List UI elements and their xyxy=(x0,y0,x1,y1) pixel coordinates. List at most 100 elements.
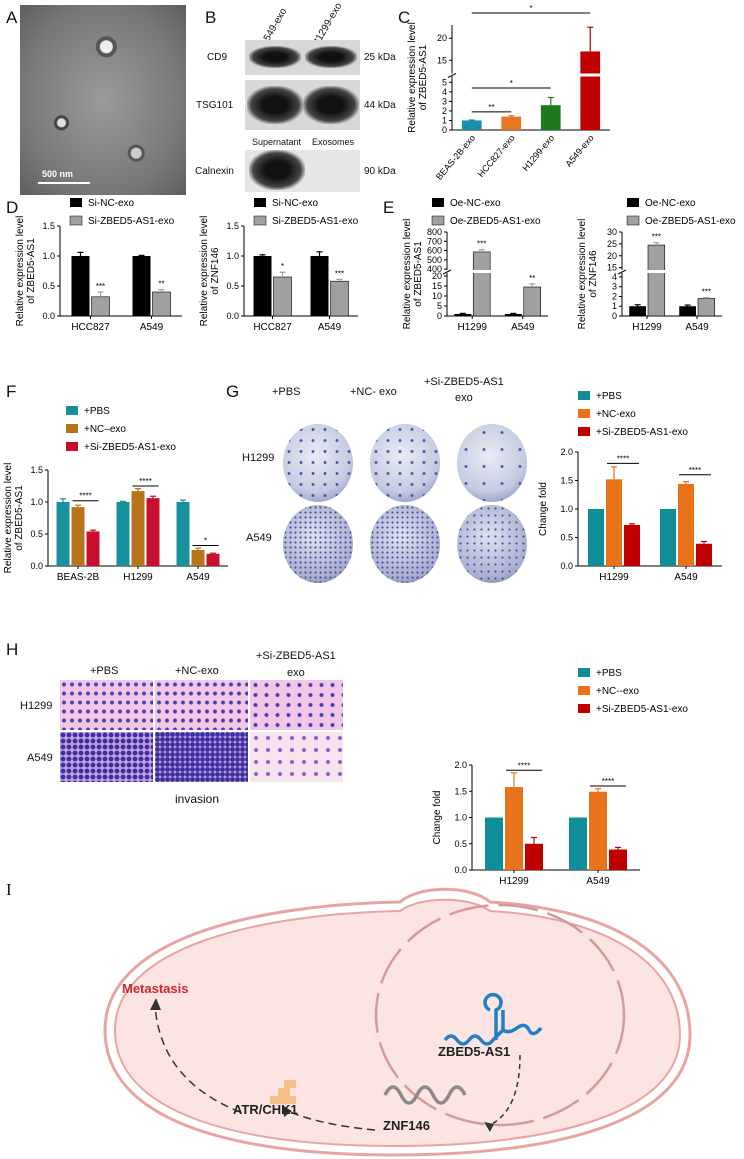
arrow-gene-to-pathway xyxy=(284,1109,376,1131)
x-tick-label: H1299-exo xyxy=(520,133,556,173)
colony-plate xyxy=(283,505,353,583)
legend-swatch xyxy=(69,215,83,226)
y-tick-label: 0.0 xyxy=(30,561,43,571)
invasion-image xyxy=(250,680,343,730)
chart-G: 0.0 0.5 1.0 1.5 2.0 Change fold H1299 A549 **** *… xyxy=(538,391,722,583)
mechanism-diagram: Metastasis ZBED5-AS1 ZNF146 ATR/CHK1 xyxy=(103,887,692,1157)
scale-bar xyxy=(38,182,90,184)
y-axis-label: Relative expression levelof ZBED5-AS1 xyxy=(407,22,429,133)
y-tick-label: 1.5 xyxy=(30,465,43,475)
gene-label: ZNF146 xyxy=(383,1118,430,1133)
blot-cd9 xyxy=(245,40,360,75)
x-tick-label: BEAS-2B-exo xyxy=(434,133,477,182)
x-tick-label: H1299 xyxy=(458,322,488,333)
legend-swatch xyxy=(578,686,590,695)
bar xyxy=(588,509,604,566)
significance-stars: * xyxy=(529,4,532,13)
y-tick-label: 0.5 xyxy=(30,529,43,539)
legend-label: Oe-NC-exo xyxy=(645,198,696,209)
y-tick-label: 15 xyxy=(437,55,447,65)
y-tick-label: 1.0 xyxy=(30,497,43,507)
bar xyxy=(132,256,151,316)
bar xyxy=(206,553,220,566)
bar-break xyxy=(472,270,492,273)
bar xyxy=(523,286,541,317)
bar xyxy=(697,298,716,317)
micro-row-h1299: H1299 xyxy=(20,700,53,712)
chart-F: 0.0 0.5 1.0 1.5 Relative expression levelof … xyxy=(3,406,228,583)
bar xyxy=(273,276,292,317)
legend-label: +NC–exo xyxy=(84,424,126,435)
significance-stars: *** xyxy=(652,233,661,242)
y-tick-label: 600 xyxy=(427,246,442,256)
legend-label: +PBS xyxy=(84,406,110,417)
bar xyxy=(454,314,472,316)
arrowhead-icon xyxy=(150,998,161,1010)
y-tick-label: 4 xyxy=(612,272,617,282)
y-tick-label: 1.0 xyxy=(454,813,467,823)
x-tick-label: A549 xyxy=(186,572,210,583)
y-tick-label: 2.0 xyxy=(454,760,467,770)
bar xyxy=(253,256,272,316)
bar xyxy=(91,296,110,317)
pathway-label: ATR/CHK1 xyxy=(233,1102,298,1117)
invasion-image xyxy=(250,732,343,782)
arrowhead-icon xyxy=(282,1105,292,1117)
y-tick-label: 2 xyxy=(442,106,447,116)
y-tick-label: 1.0 xyxy=(42,251,55,261)
y-tick-label: 0 xyxy=(437,311,442,321)
legend-swatch xyxy=(578,391,590,400)
y-tick-label: 4 xyxy=(442,87,447,97)
y-tick-label: 1 xyxy=(442,115,447,125)
legend-swatch xyxy=(254,198,266,207)
y-tick-label: 800 xyxy=(427,227,442,237)
plate-col-si: +Si-ZBED5-AS1 xyxy=(424,376,504,388)
bar xyxy=(606,479,622,566)
y-tick-label: 25 xyxy=(607,239,617,249)
significance-stars: **** xyxy=(689,466,701,475)
legend-swatch xyxy=(432,198,444,207)
bar xyxy=(647,244,666,317)
x-tick-label: A549 xyxy=(318,322,342,333)
arrowhead-icon xyxy=(484,1122,494,1132)
y-axis-label: Change fold xyxy=(538,482,549,536)
bar xyxy=(472,251,491,317)
y-tick-label: 3 xyxy=(442,96,447,106)
micro-col-nc: +NC-exo xyxy=(175,665,219,677)
significance-stars: ** xyxy=(529,274,535,283)
chart-H: 0.0 0.5 1.0 1.5 2.0 Change fold H1299 A549 **** *… xyxy=(432,668,688,887)
y-axis-label: Relative expression levelof ZBED5-AS1 xyxy=(15,216,37,327)
bar-break xyxy=(579,73,602,77)
axis-break-mark xyxy=(442,269,452,275)
plate-col-si-2: exo xyxy=(455,392,473,404)
y-tick-label: 0.5 xyxy=(560,533,573,543)
invasion-caption: invasion xyxy=(175,792,220,806)
panel-label-g: G xyxy=(226,382,240,401)
y-axis-label: Relative expression levelof ZBED5-AS1 xyxy=(3,463,25,574)
micro-col-si: +Si-ZBED5-AS1 xyxy=(256,650,336,662)
axis-break-mark xyxy=(447,73,457,78)
y-tick-label: 1.0 xyxy=(226,251,239,261)
x-tick-label: HCC827 xyxy=(71,322,110,333)
blot-row-tsg101: TSG101 xyxy=(196,100,234,111)
scale-bar-label: 500 nm xyxy=(42,169,74,179)
bar xyxy=(679,306,696,316)
bar xyxy=(660,509,676,566)
blot-size-tsg101: 44 kDa xyxy=(364,100,396,111)
y-tick-label: 5 xyxy=(442,77,447,87)
significance-stars: **** xyxy=(79,492,91,501)
significance-stars: *** xyxy=(477,240,486,249)
bar-break xyxy=(647,270,666,273)
y-tick-label: 15 xyxy=(432,281,442,291)
y-tick-label: 20 xyxy=(437,33,447,43)
x-tick-label: A549 xyxy=(511,322,535,333)
micro-col-si-2: exo xyxy=(287,667,305,679)
metastasis-label: Metastasis xyxy=(122,981,188,996)
x-tick-label: HCC827-exo xyxy=(476,133,517,179)
y-tick-label: 0.0 xyxy=(454,865,467,875)
bar xyxy=(71,507,85,566)
x-tick-label: A549 xyxy=(685,322,709,333)
tem-micrograph: 500 nm xyxy=(20,5,186,195)
y-tick-label: 700 xyxy=(427,236,442,246)
